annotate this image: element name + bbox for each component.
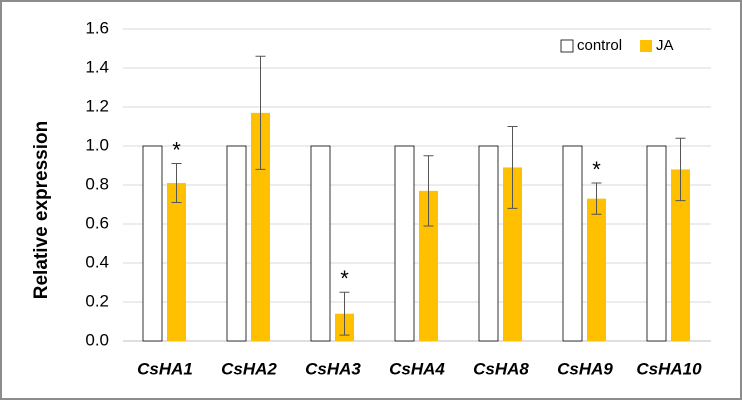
bar (587, 198, 606, 341)
x-tick-label: CsHA2 (221, 359, 277, 378)
legend-swatch (560, 39, 574, 53)
x-tick-label: CsHA9 (557, 359, 613, 378)
y-tick-label: 0.6 (85, 213, 109, 232)
y-tick-label: 1.2 (85, 96, 109, 115)
y-tick-label: 0.0 (85, 330, 109, 349)
bar (562, 145, 583, 342)
y-tick-label: 0.2 (85, 291, 109, 310)
y-axis-label: Relative expression (31, 121, 52, 299)
legend-label: JA (656, 37, 674, 54)
x-tick-label: CsHA4 (389, 359, 445, 378)
bar (478, 145, 499, 342)
y-tick-label: 1.4 (85, 57, 109, 76)
bar (503, 167, 522, 341)
error-bar (171, 163, 182, 204)
x-tick-label: CsHA1 (137, 359, 193, 378)
bar (394, 145, 415, 342)
bar (419, 190, 438, 341)
bar (167, 183, 186, 341)
error-bar (339, 291, 350, 336)
y-tick-label: 1.6 (85, 18, 109, 37)
y-tick-label: 0.8 (85, 174, 109, 193)
bar (142, 145, 163, 342)
bar (310, 145, 331, 342)
significance-mark: * (592, 157, 601, 182)
significance-mark: * (340, 266, 349, 291)
x-tick-label: CsHA8 (473, 359, 529, 378)
error-bar (591, 182, 602, 215)
legend-swatch (640, 40, 653, 52)
error-bar (507, 126, 518, 209)
error-bar (675, 137, 686, 202)
bar (226, 145, 247, 342)
x-tick-label: CsHA10 (636, 359, 702, 378)
legend-label: control (577, 37, 622, 54)
significance-mark: * (172, 137, 181, 162)
x-tick-label: CsHA3 (305, 359, 361, 378)
error-bar (255, 55, 266, 170)
bar (671, 169, 690, 341)
error-bar (423, 155, 434, 227)
y-tick-label: 1.0 (85, 135, 109, 154)
y-tick-label: 0.4 (85, 252, 109, 271)
bar (646, 145, 667, 342)
